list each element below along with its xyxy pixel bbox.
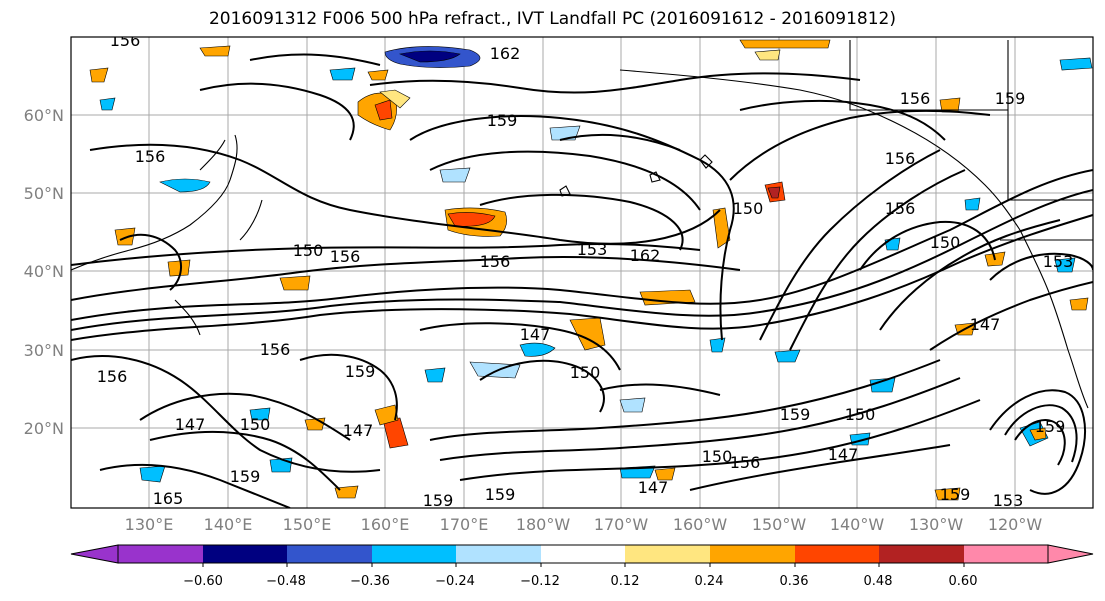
filled-anomaly-patches xyxy=(89,39,1093,501)
contour-label: 150 xyxy=(570,363,601,382)
contour-label: 165 xyxy=(153,489,184,508)
contour-label: 159 xyxy=(940,485,971,504)
contour-label: 159 xyxy=(345,362,376,381)
contour-label: 153 xyxy=(1043,252,1074,271)
longitude-label: 160°E xyxy=(360,515,410,534)
coastlines xyxy=(71,40,1093,409)
colorbar-segment xyxy=(541,545,625,563)
longitude-label: 180°W xyxy=(515,515,571,534)
colorbar-tick-label: −0.12 xyxy=(520,574,560,589)
latitude-label: 40°N xyxy=(23,262,64,281)
contour-label: 147 xyxy=(520,325,551,344)
contour-label: 159 xyxy=(423,491,454,510)
colorbar-segment xyxy=(203,545,287,563)
graticule xyxy=(71,37,1093,508)
contour-label: 150 xyxy=(240,415,271,434)
contour-label: 150 xyxy=(845,405,876,424)
longitude-label: 120°W xyxy=(987,515,1043,534)
latitude-label: 50°N xyxy=(23,184,64,203)
colorbar-segment xyxy=(372,545,456,563)
colorbar-extend-max xyxy=(1047,544,1094,564)
colorbar xyxy=(70,544,1094,567)
contour-label: 150 xyxy=(733,199,764,218)
contour-label: 147 xyxy=(970,315,1001,334)
contour-label: 153 xyxy=(993,491,1024,510)
contour-label: 156 xyxy=(730,453,761,472)
contour-label: 159 xyxy=(995,89,1026,108)
contour-label-layer: 156 162 156 159 159 156 156 150 156 150 … xyxy=(97,31,1074,510)
contour-label: 156 xyxy=(97,367,128,386)
contour-label: 156 xyxy=(480,252,511,271)
longitude-label: 140°W xyxy=(829,515,885,534)
contour-label: 162 xyxy=(490,44,521,63)
contour-label: 147 xyxy=(343,421,374,440)
contour-label: 150 xyxy=(702,447,733,466)
longitude-label: 130°W xyxy=(908,515,964,534)
longitude-label: 160°W xyxy=(672,515,728,534)
contour-label: 162 xyxy=(630,246,661,265)
contour-label: 156 xyxy=(900,89,931,108)
contour-label: 147 xyxy=(638,478,669,497)
latitude-label: 20°N xyxy=(23,419,64,438)
contour-label: 156 xyxy=(885,149,916,168)
colorbar-extend-min xyxy=(70,544,119,564)
colorbar-tick-label: 0.24 xyxy=(694,574,724,589)
contour-label: 159 xyxy=(487,111,518,130)
longitude-label: 150°E xyxy=(282,515,332,534)
contour-label: 159 xyxy=(230,467,261,486)
colorbar-segment xyxy=(287,545,372,563)
contour-label: 150 xyxy=(930,233,961,252)
colorbar-segment xyxy=(710,545,795,563)
colorbar-outline xyxy=(117,544,1049,564)
colorbar-tick-label: 0.48 xyxy=(863,574,893,589)
contour-label: 159 xyxy=(780,405,811,424)
contour-label: 156 xyxy=(330,247,361,266)
colorbar-tick-label: 0.12 xyxy=(610,574,640,589)
colorbar-tick-label: −0.36 xyxy=(350,574,390,589)
colorbar-tick-label: −0.24 xyxy=(435,574,475,589)
longitude-label: 140°E xyxy=(203,515,253,534)
contour-label: 147 xyxy=(828,445,859,464)
contour-label: 156 xyxy=(110,31,141,50)
map-title: 2016091312 F006 500 hPa refract., IVT La… xyxy=(208,9,896,29)
longitude-label: 170°E xyxy=(439,515,489,534)
colorbar-tick-label: 0.60 xyxy=(948,574,978,589)
colorbar-tick-label: −0.60 xyxy=(183,574,223,589)
colorbar-segment xyxy=(795,545,879,563)
contour-label: 159 xyxy=(1035,417,1066,436)
contour-label: 156 xyxy=(885,199,916,218)
colorbar-tick-label: −0.48 xyxy=(266,574,306,589)
longitude-label: 150°W xyxy=(751,515,807,534)
colorbar-segment xyxy=(879,545,964,563)
colorbar-segment xyxy=(964,545,1048,563)
contour-label: 156 xyxy=(135,147,166,166)
colorbar-segment xyxy=(456,545,541,563)
contour-label: 150 xyxy=(293,241,324,260)
latitude-label: 60°N xyxy=(23,106,64,125)
colorbar-segment xyxy=(625,545,710,563)
contour-label: 159 xyxy=(485,485,516,504)
map-panel: 156 162 156 159 159 156 156 150 156 150 … xyxy=(71,31,1093,510)
contour-label: 156 xyxy=(260,340,291,359)
longitude-label: 170°W xyxy=(593,515,649,534)
latitude-label: 30°N xyxy=(23,341,64,360)
contour-label: 147 xyxy=(175,415,206,434)
colorbar-segment xyxy=(118,545,203,563)
refractivity-contours xyxy=(71,53,1093,508)
longitude-label: 130°E xyxy=(124,515,174,534)
colorbar-tick-label: 0.36 xyxy=(779,574,809,589)
contour-label: 153 xyxy=(577,240,608,259)
